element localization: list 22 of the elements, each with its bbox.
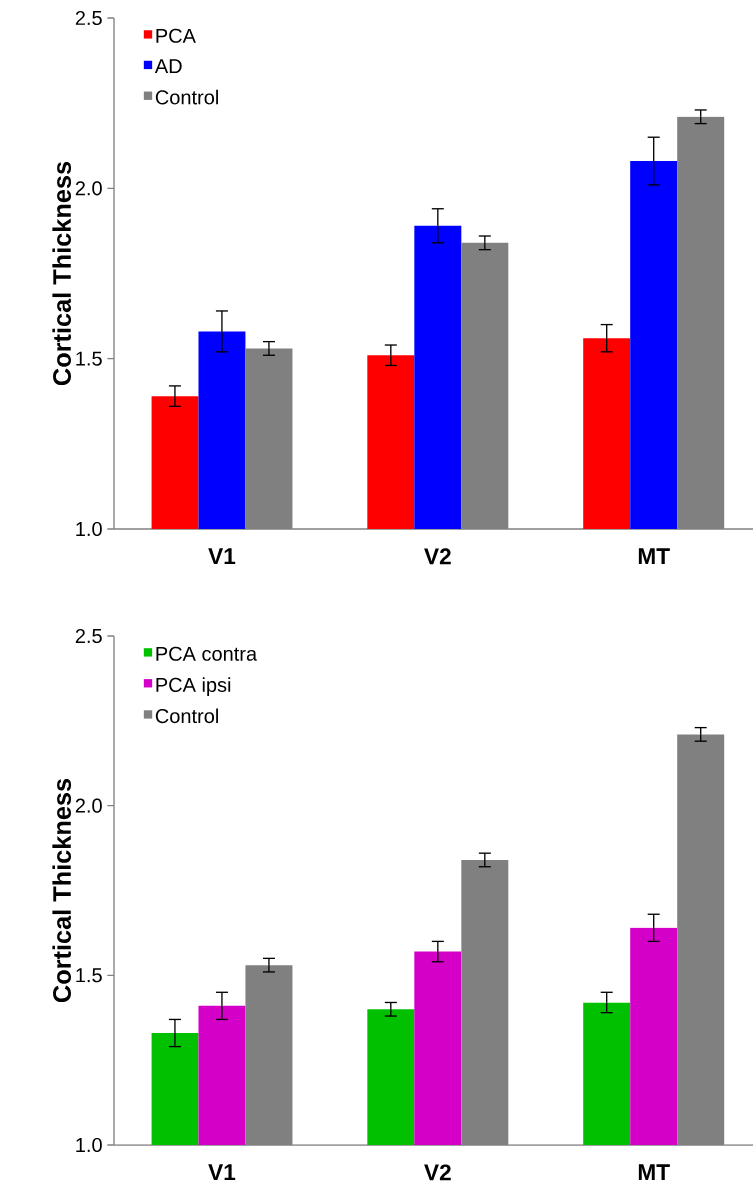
y-tick-label: 1.5 xyxy=(76,968,102,983)
y-axis-title: Cortical Thickness xyxy=(52,161,71,386)
x-tick-label: V2 xyxy=(424,1164,451,1181)
x-tick-label: V1 xyxy=(208,548,236,564)
x-tick-label: MT xyxy=(638,548,670,564)
legend-label: Control xyxy=(155,708,218,724)
legend-label: AD xyxy=(154,59,182,74)
y-tick-label: 2.5 xyxy=(75,10,102,26)
y-tick-label: 2.5 xyxy=(75,628,102,644)
y-axis-title: Cortical Thickness xyxy=(52,778,71,1003)
legend-label: PCA xyxy=(156,28,196,43)
y-tick-label: 2.0 xyxy=(75,798,102,813)
y-tick-label: 1.0 xyxy=(76,521,102,537)
legend-label: PCA ipsi xyxy=(156,677,231,696)
legend-label: Control xyxy=(155,89,218,105)
x-tick-label: V1 xyxy=(208,1164,236,1180)
legend-label: PCA contra xyxy=(156,646,258,661)
x-tick-label: V2 xyxy=(424,548,451,565)
y-tick-label: 2.0 xyxy=(75,181,102,196)
y-tick-label: 1.5 xyxy=(76,351,102,366)
y-tick-label: 1.0 xyxy=(76,1137,102,1153)
x-tick-label: MT xyxy=(638,1164,670,1180)
